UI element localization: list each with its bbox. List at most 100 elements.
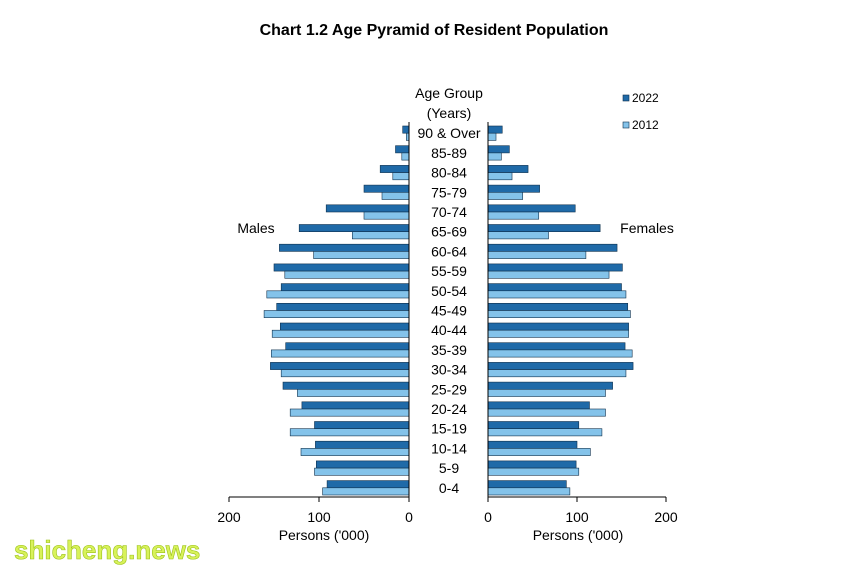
x-tick-label-left-0: 0 [405, 509, 413, 525]
bar-male-2012-40-44 [271, 329, 410, 338]
bar-female-2022-0-4 [487, 480, 567, 489]
bar-male-2022-25-29 [282, 381, 410, 390]
bar-male-2022-35-39 [285, 342, 410, 351]
bar-female-2012-30-34 [487, 369, 627, 378]
x-axis-title-left: Persons ('000) [279, 527, 370, 543]
age-label-50-54: 50-54 [431, 283, 467, 299]
bar-male-2022-5-9 [315, 460, 410, 469]
bar-female-2022-15-19 [487, 421, 580, 429]
bar-female-2012-40-44 [487, 329, 629, 338]
bar-female-2012-85-89 [487, 152, 502, 161]
bar-male-2022-85-89 [395, 145, 410, 154]
bar-male-2012-30-34 [280, 369, 410, 378]
bar-male-2012-75-79 [381, 192, 410, 200]
age-label-70-74: 70-74 [431, 204, 467, 220]
bar-male-2012-0-4 [322, 487, 410, 496]
bar-male-2012-5-9 [314, 467, 410, 476]
age-label-40-44: 40-44 [431, 322, 467, 338]
bar-male-2012-45-49 [263, 310, 410, 318]
bar-female-2012-15-19 [487, 428, 603, 437]
bar-female-2012-35-39 [487, 349, 633, 358]
bar-male-2022-45-49 [276, 302, 410, 311]
x-tick-label-left-200: 200 [217, 509, 241, 525]
bar-female-2012-45-49 [487, 310, 631, 318]
age-label-65-69: 65-69 [431, 224, 467, 240]
age-label-45-49: 45-49 [431, 303, 467, 319]
watermark: shicheng.news [14, 535, 200, 565]
bar-female-2022-60-64 [487, 243, 618, 252]
bar-female-2022-5-9 [487, 460, 577, 469]
bar-female-2012-80-84 [487, 172, 513, 181]
bar-female-2012-10-14 [487, 448, 591, 456]
bar-female-2022-35-39 [487, 342, 626, 351]
bar-male-2022-55-59 [273, 263, 410, 272]
age-label-25-29: 25-29 [431, 381, 467, 397]
bar-female-2022-75-79 [487, 184, 540, 193]
bar-female-2022-10-14 [487, 440, 578, 449]
bar-female-2022-90-over [487, 125, 503, 134]
bar-male-2022-80-84 [379, 165, 410, 173]
bar-male-2012-60-64 [313, 251, 410, 259]
age-label-75-79: 75-79 [431, 184, 467, 200]
bar-male-2012-70-74 [363, 211, 410, 220]
bar-female-2022-65-69 [487, 224, 601, 232]
bar-male-2012-15-19 [289, 428, 410, 437]
bar-female-2012-60-64 [487, 251, 587, 259]
legend-swatch-2022 [622, 94, 630, 102]
bar-male-2022-30-34 [270, 362, 410, 370]
females-label: Females [620, 220, 674, 236]
age-label-0-4: 0-4 [439, 480, 459, 496]
bar-female-2022-80-84 [487, 165, 529, 173]
bar-female-2012-55-59 [487, 270, 610, 279]
age-label-15-19: 15-19 [431, 421, 467, 437]
x-tick-label-right-0: 0 [484, 509, 492, 525]
bar-male-2012-55-59 [284, 270, 410, 279]
bar-female-2012-50-54 [487, 290, 627, 299]
bar-female-2022-45-49 [487, 302, 629, 311]
bar-male-2022-90-over [402, 125, 410, 134]
bar-male-2022-50-54 [280, 283, 410, 292]
bar-female-2012-25-29 [487, 388, 606, 397]
bar-male-2012-65-69 [351, 231, 410, 240]
age-label-10-14: 10-14 [431, 440, 467, 456]
age-label-60-64: 60-64 [431, 243, 467, 259]
bar-male-2022-60-64 [279, 243, 410, 252]
x-tick-label-right-100: 100 [565, 509, 589, 525]
bar-female-2022-55-59 [487, 263, 623, 272]
bar-female-2012-70-74 [487, 211, 540, 220]
age-label-5-9: 5-9 [439, 460, 459, 476]
age-label-30-34: 30-34 [431, 362, 467, 378]
bar-male-2012-85-89 [401, 152, 410, 161]
age-label-35-39: 35-39 [431, 342, 467, 358]
legend-swatch-2012 [622, 121, 630, 129]
bar-female-2012-65-69 [487, 231, 549, 240]
legend-label-2022: 2022 [632, 91, 659, 105]
bar-male-2022-0-4 [326, 480, 410, 489]
x-tick-label-right-200: 200 [654, 509, 678, 525]
legend-label-2012: 2012 [632, 118, 659, 132]
x-axis-title-right: Persons ('000) [533, 527, 624, 543]
bar-female-2012-5-9 [487, 467, 580, 476]
age-label-55-59: 55-59 [431, 263, 467, 279]
bar-female-2022-40-44 [487, 322, 629, 331]
bar-male-2012-25-29 [297, 388, 410, 397]
age-label-85-89: 85-89 [431, 145, 467, 161]
bar-female-2022-20-24 [487, 401, 590, 410]
bar-female-2022-30-34 [487, 362, 634, 370]
bar-female-2012-90-over [487, 132, 497, 141]
bar-male-2022-10-14 [315, 440, 410, 449]
bar-female-2022-50-54 [487, 283, 622, 292]
males-label: Males [237, 220, 274, 236]
age-label-80-84: 80-84 [431, 165, 467, 181]
chart-title: Chart 1.2 Age Pyramid of Resident Popula… [260, 22, 609, 39]
bar-female-2012-0-4 [487, 487, 571, 496]
x-tick-label-left-100: 100 [307, 509, 331, 525]
bar-male-2022-65-69 [298, 224, 410, 232]
bar-male-2022-75-79 [363, 184, 410, 193]
bar-male-2022-15-19 [314, 421, 410, 429]
bar-female-2022-25-29 [487, 381, 613, 390]
bar-female-2012-20-24 [487, 408, 606, 417]
bar-male-2012-10-14 [300, 448, 410, 456]
bar-male-2012-80-84 [392, 172, 410, 181]
